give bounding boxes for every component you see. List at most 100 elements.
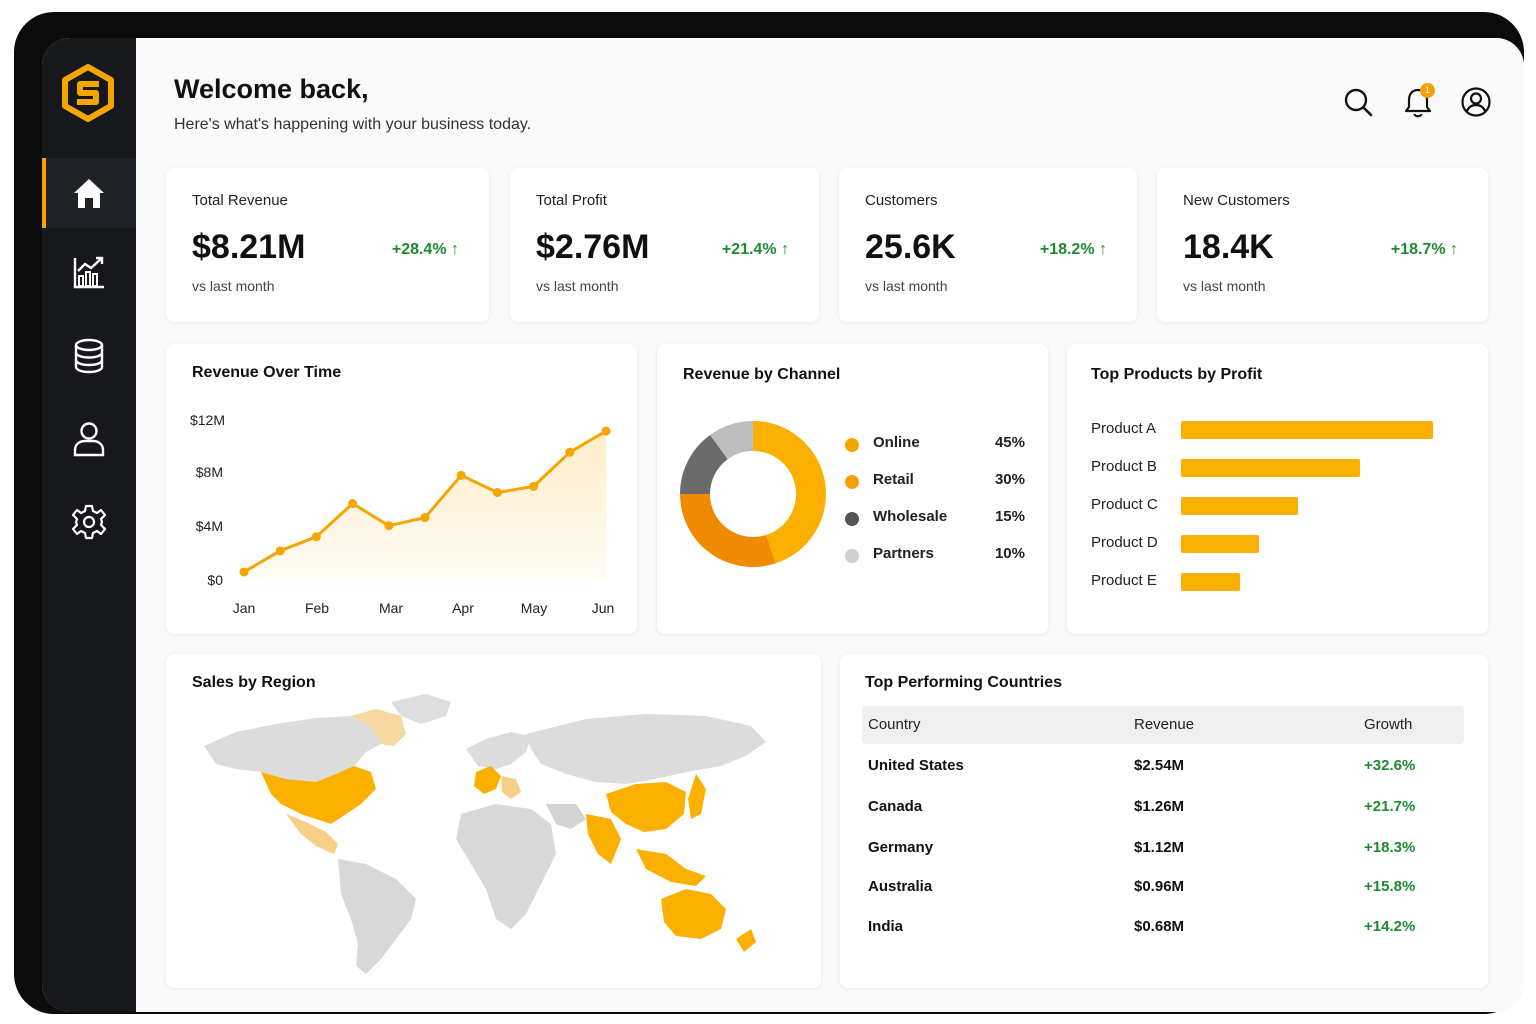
notifications-button[interactable]: 1	[1402, 83, 1435, 120]
legend-value: 10%	[994, 545, 1025, 562]
data-point[interactable]	[311, 532, 321, 542]
product-label: Product E	[1091, 572, 1157, 589]
growth-cell: +15.8%	[1364, 878, 1416, 895]
world-map[interactable]	[166, 654, 821, 988]
product-row: Product E	[1091, 572, 1471, 592]
legend-swatch	[845, 438, 859, 452]
table-header: Country Revenue Growth	[862, 706, 1464, 744]
account-icon[interactable]	[1460, 86, 1492, 118]
data-point[interactable]	[529, 481, 539, 491]
column-header-country[interactable]: Country	[868, 716, 921, 733]
kpi-subtext: vs last month	[865, 278, 948, 294]
legend-value: 15%	[994, 508, 1025, 525]
legend-item-retail: Retail 30%	[845, 471, 1025, 493]
growth-cell: +18.3%	[1364, 839, 1416, 856]
table-row[interactable]: United States $2.54M +32.6%	[862, 757, 1464, 781]
legend-label: Wholesale	[873, 508, 948, 525]
middle-east-region	[546, 804, 586, 829]
kpi-change: +18.2% ↑	[1039, 241, 1107, 258]
x-tick-label: Mar	[379, 600, 403, 616]
data-point[interactable]	[492, 487, 502, 497]
kpi-subtext: vs last month	[192, 278, 275, 294]
table-row[interactable]: Canada $1.26M +21.7%	[862, 798, 1464, 822]
sidebar-item-home[interactable]	[42, 158, 136, 228]
data-point[interactable]	[275, 546, 285, 556]
legend-label: Partners	[873, 545, 934, 562]
user-icon	[73, 422, 105, 457]
sidebar-item-database[interactable]	[42, 321, 136, 391]
device-frame: Welcome back, Here's what's happening wi…	[14, 12, 1524, 1014]
top-countries-card: Top Performing Countries Country Revenue…	[840, 654, 1488, 988]
africa-region	[456, 804, 556, 929]
kpi-subtext: vs last month	[1183, 278, 1266, 294]
legend-swatch	[845, 549, 859, 563]
donut-slice-retail[interactable]	[680, 493, 776, 567]
product-bar	[1181, 421, 1433, 439]
revenue-cell: $1.26M	[1134, 798, 1185, 815]
sidebar-item-analytics[interactable]	[42, 238, 136, 308]
card-title: Revenue Over Time	[192, 364, 342, 381]
column-header-revenue[interactable]: Revenue	[1134, 716, 1195, 733]
product-label: Product D	[1091, 534, 1158, 551]
main-content: Welcome back, Here's what's happening wi…	[136, 38, 1524, 1012]
western-europe-region	[474, 766, 501, 794]
southeast-asia-region	[636, 849, 706, 886]
search-icon[interactable]	[1342, 86, 1374, 118]
x-tick-label: Jan	[233, 600, 256, 616]
kpi-label: Customers	[865, 192, 938, 209]
donut-slice-wholesale[interactable]	[680, 434, 729, 495]
data-point[interactable]	[384, 521, 394, 531]
product-label: Product A	[1091, 420, 1157, 437]
brand-logo[interactable]	[60, 64, 116, 122]
kpi-label: New Customers	[1183, 192, 1290, 209]
product-bar	[1181, 459, 1360, 477]
data-point[interactable]	[420, 513, 430, 523]
revenue-cell: $1.12M	[1134, 839, 1185, 856]
legend-swatch	[845, 512, 859, 526]
legend-item-wholesale: Wholesale 15%	[845, 508, 1025, 530]
column-header-growth[interactable]: Growth	[1364, 716, 1413, 733]
product-row: Product D	[1091, 534, 1471, 554]
revenue-over-time-card: Revenue Over Time $12M $8M $4M $0 Jan Fe…	[166, 344, 637, 634]
revenue-cell: $0.96M	[1134, 878, 1185, 895]
legend-value: 45%	[994, 434, 1025, 451]
card-title: Revenue by Channel	[683, 366, 841, 383]
data-point[interactable]	[239, 567, 249, 577]
asia-region	[526, 714, 766, 784]
donut-slice-online[interactable]	[752, 421, 826, 564]
kpi-card-total-profit: Total Profit $2.76M +21.4% ↑ vs last mon…	[510, 168, 819, 322]
kpi-card-total-revenue: Total Revenue $8.21M +28.4% ↑ vs last mo…	[166, 168, 489, 322]
legend-label: Online	[873, 434, 920, 451]
greenland-region	[391, 694, 451, 724]
database-icon	[74, 338, 104, 374]
donut-slice-partners[interactable]	[710, 421, 754, 460]
revenue-line-chart: $12M $8M $4M $0 Jan Feb Mar Apr May Jun	[190, 412, 615, 616]
product-row: Product C	[1091, 496, 1471, 516]
data-point[interactable]	[348, 499, 358, 509]
sidebar	[42, 38, 136, 1012]
table-row[interactable]: Australia $0.96M +15.8%	[862, 878, 1464, 902]
india-region	[586, 814, 621, 864]
sidebar-item-users[interactable]	[42, 404, 136, 474]
country-cell: Germany	[868, 839, 934, 856]
europe-region	[466, 732, 531, 769]
sidebar-item-settings[interactable]	[42, 487, 136, 557]
revenue-by-channel-card: Revenue by Channel Online 45% Retail 30%…	[657, 344, 1048, 634]
kpi-subtext: vs last month	[536, 278, 619, 294]
china-region	[606, 782, 686, 832]
data-point[interactable]	[456, 470, 466, 480]
growth-cell: +32.6%	[1364, 757, 1416, 774]
table-row[interactable]: Germany $1.12M +18.3%	[862, 839, 1464, 863]
kpi-change: +18.7% ↑	[1390, 241, 1458, 258]
new-zealand-region	[736, 929, 756, 952]
table-row[interactable]: India $0.68M +14.2%	[862, 918, 1464, 942]
revenue-cell: $0.68M	[1134, 918, 1185, 935]
data-point[interactable]	[601, 426, 611, 436]
revenue-area	[244, 431, 606, 580]
x-tick-label: Jun	[592, 600, 615, 616]
kpi-change: +28.4% ↑	[391, 241, 459, 258]
kpi-value: $8.21M	[192, 228, 306, 266]
card-title: Top Products by Profit	[1091, 366, 1263, 383]
data-point[interactable]	[565, 447, 575, 457]
top-products-card: Top Products by Profit Product A Product…	[1067, 344, 1488, 634]
